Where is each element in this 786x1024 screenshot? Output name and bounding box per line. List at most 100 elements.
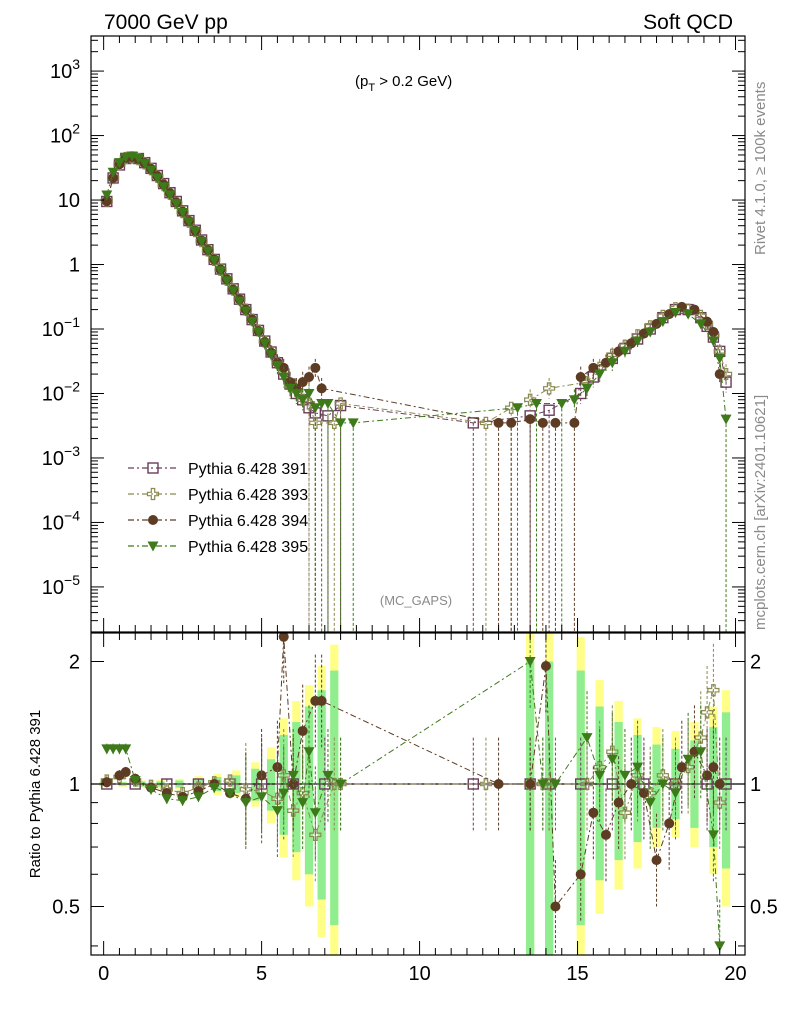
ratio-data-point: [682, 754, 694, 765]
ratio-series-2: [100, 643, 726, 882]
ratio-data-point: [618, 806, 632, 819]
ratio-data-point: [271, 806, 283, 817]
data-point: [525, 414, 536, 425]
series-line-1: [106, 156, 727, 424]
ratio-data-point: [145, 784, 157, 795]
ratio-series-line-2: [106, 690, 721, 837]
rivet-label: Rivet 4.1.0, ≥ 100k events: [752, 82, 769, 255]
ratio-data-point: [540, 660, 551, 671]
data-point: [316, 383, 327, 394]
ratio-frame: [90, 632, 746, 956]
y-tick-label-base: 10: [42, 448, 64, 470]
data-point: [290, 388, 302, 399]
data-point: [575, 372, 586, 383]
main-frame: [90, 35, 746, 633]
data-point: [246, 317, 258, 328]
data-point: [265, 350, 277, 361]
data-point: [493, 417, 504, 428]
ratio-data-point: [240, 798, 252, 809]
legend-marker-1: [147, 462, 159, 474]
data-point: [682, 309, 694, 320]
y-tick-label-4: 10−1: [42, 314, 80, 341]
ratio-data-point: [537, 779, 549, 790]
ratio-data-point: [101, 777, 112, 788]
data-point: [303, 388, 315, 399]
data-point: [233, 296, 245, 307]
legend-marker-3: [148, 515, 158, 525]
y-tick-label-exponent: −4: [64, 507, 80, 523]
legend-marker-4: [147, 541, 159, 552]
data-point: [335, 418, 347, 429]
y-tick-label-2: 10: [58, 190, 80, 212]
y-tick-label-8: 10−5: [42, 572, 80, 599]
ratio-data-point: [644, 798, 656, 809]
ratio-data-point: [309, 828, 322, 841]
data-point: [569, 417, 580, 428]
legend-label-3: Pythia 6.428 394: [188, 513, 308, 530]
data-point: [151, 173, 163, 184]
y-tick-label-3: 1: [69, 255, 80, 277]
uncertainty-band-green: [266, 759, 276, 811]
data-point: [132, 154, 144, 165]
ratio-data-point: [297, 798, 309, 809]
data-point: [304, 372, 314, 383]
ratio-data-point: [600, 829, 611, 840]
ratio-data-point: [256, 770, 267, 781]
data-point: [506, 417, 517, 428]
ratio-data-point: [638, 788, 649, 799]
ratio-y-tick-label-left-1: 1: [69, 774, 80, 796]
data-point: [322, 398, 334, 409]
data-point: [543, 404, 555, 416]
ratio-data-point: [575, 778, 587, 790]
header-right: Soft QCD: [643, 11, 733, 34]
y-tick-label-base: 10: [42, 383, 64, 405]
ratio-data-point: [303, 747, 315, 758]
data-point: [310, 362, 321, 373]
data-point: [651, 318, 662, 329]
data-point: [467, 417, 479, 429]
data-point: [259, 338, 271, 349]
ratio-data-point: [256, 792, 268, 803]
ratio-data-point: [588, 807, 599, 818]
ratio-data-point: [613, 797, 624, 808]
data-point: [215, 266, 227, 277]
ratio-data-point: [707, 684, 720, 697]
ratio-data-point: [581, 733, 593, 744]
data-point: [575, 387, 587, 400]
data-point: [530, 398, 542, 409]
data-point: [271, 361, 283, 372]
data-point: [714, 369, 725, 380]
data-point: [707, 336, 719, 347]
data-point: [594, 369, 606, 380]
ratio-data-point: [129, 776, 141, 787]
ratio-data-point: [223, 774, 237, 787]
ratio-data-point: [708, 762, 719, 773]
y-tick-label-6: 10−3: [42, 443, 80, 470]
ratio-data-point: [695, 747, 707, 758]
uncertainty-band-green: [614, 722, 623, 861]
data-point: [347, 418, 359, 429]
ratio-data-point: [224, 788, 236, 799]
ratio-data-point: [322, 770, 334, 781]
ratio-data-layer: [100, 633, 732, 955]
ratio-data-point: [335, 779, 347, 790]
ratio-data-point: [161, 794, 173, 805]
y-tick-label-exponent: −2: [64, 378, 80, 394]
ratio-y-tick-label-left-2: 2: [69, 652, 80, 674]
ratio-data-point: [619, 770, 631, 781]
ratio-data-point: [549, 779, 561, 790]
data-point: [183, 217, 195, 228]
data-point: [158, 182, 170, 193]
y-tick-label-exponent: 2: [72, 121, 80, 137]
ratio-data-point: [525, 778, 536, 789]
data-point: [556, 398, 568, 409]
mcplots-label: mcplots.cern.ch [arXiv:2401.10621]: [752, 395, 769, 630]
ratio-data-point: [120, 744, 132, 755]
ratio-data-point: [271, 792, 284, 805]
data-point: [512, 403, 524, 414]
uncertainty-band-green: [652, 744, 661, 828]
y-tick-label-7: 10−4: [42, 507, 80, 534]
ratio-data-point: [575, 869, 586, 880]
data-point: [479, 416, 493, 429]
